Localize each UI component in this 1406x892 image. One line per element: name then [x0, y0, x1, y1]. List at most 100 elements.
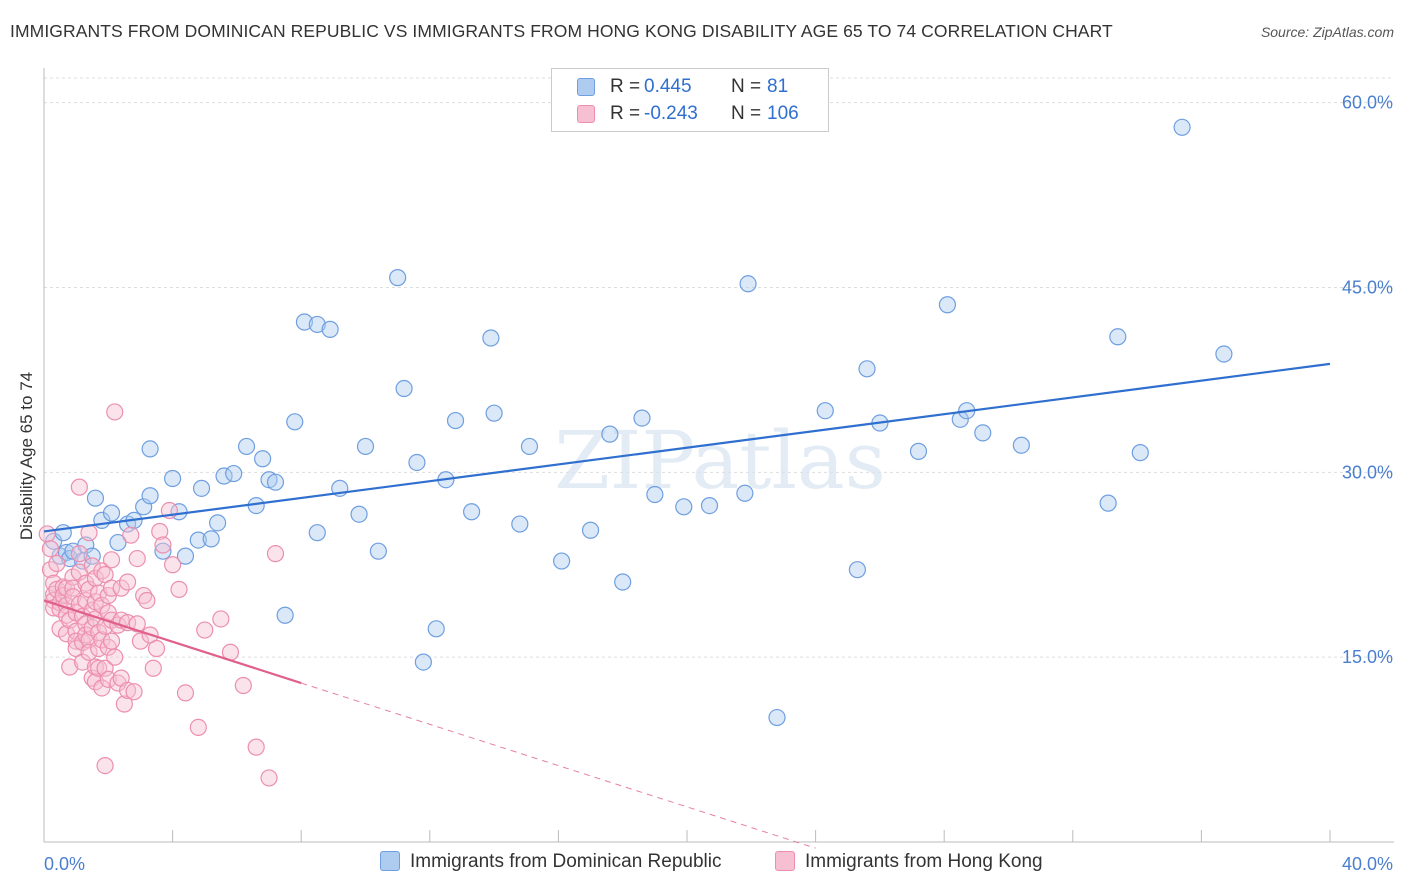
trend-lines: [43, 362, 1331, 849]
data-point: [389, 269, 407, 287]
data-point: [154, 542, 172, 560]
data-point: [266, 473, 285, 491]
data-point: [768, 708, 786, 727]
data-point: [511, 515, 529, 533]
data-point: [38, 525, 56, 543]
data-point: [369, 542, 387, 560]
y-tick-label: 45.0%: [1342, 277, 1393, 297]
trend-line: [43, 362, 1331, 533]
chart-title: IMMIGRANTS FROM DOMINICAN REPUBLIC VS IM…: [10, 21, 1113, 41]
data-point: [125, 683, 143, 701]
data-point: [581, 521, 600, 539]
data-point: [176, 684, 195, 702]
data-point: [138, 591, 156, 610]
data-point: [646, 485, 664, 504]
data-point: [86, 673, 105, 691]
bottom-legend-label-dominican: Immigrants from Dominican Republic: [410, 851, 722, 872]
data-point: [80, 643, 98, 661]
data-point: [446, 411, 465, 430]
data-point: [102, 632, 121, 650]
data-point: [118, 681, 137, 700]
data-point: [135, 586, 153, 605]
data-point: [196, 621, 214, 639]
data-point: [350, 505, 368, 523]
data-point: [41, 540, 60, 558]
series-hongkong-points: [38, 403, 285, 787]
data-point: [225, 464, 243, 483]
data-point: [83, 547, 101, 565]
data-point: [286, 413, 304, 431]
x-tick-label: 40.0%: [1342, 854, 1393, 874]
data-point: [170, 580, 188, 598]
legend-n-label: N =: [731, 103, 762, 124]
x-tick-label: 0.0%: [44, 854, 85, 874]
data-point: [189, 531, 207, 549]
data-point: [96, 756, 114, 775]
data-point: [61, 658, 79, 676]
data-point: [144, 659, 162, 677]
data-point: [633, 409, 651, 427]
data-point: [601, 425, 619, 443]
data-point: [308, 315, 326, 334]
data-point: [520, 437, 539, 456]
data-point: [122, 526, 140, 544]
data-point: [858, 360, 876, 378]
bottom-legend-hongkong: Immigrants from Hong Kong: [775, 851, 1043, 877]
data-point: [48, 554, 66, 573]
data-point: [395, 379, 413, 398]
y-tick-label: 60.0%: [1342, 93, 1393, 113]
data-point: [102, 551, 121, 569]
legend-row-hongkong: R = -0.243 N = 106: [552, 101, 828, 127]
tick-labels: 15.0% 30.0% 45.0% 60.0% 0.0% 40.0%: [44, 93, 1393, 874]
data-point: [96, 659, 114, 677]
data-point: [321, 320, 339, 338]
legend-n-value: 106: [767, 103, 799, 124]
legend-n-label: N =: [731, 76, 762, 97]
data-point: [485, 404, 503, 422]
data-point: [189, 718, 207, 737]
legend-swatch-dominican: [577, 78, 595, 96]
bottom-legend-swatch-dominican: [380, 851, 400, 871]
data-point: [90, 659, 108, 677]
data-point: [106, 648, 124, 666]
chart-source: Source: ZipAtlas.com: [1260, 24, 1394, 40]
data-point: [1131, 444, 1149, 462]
legend-r-value: 0.445: [644, 76, 692, 97]
data-point: [1099, 494, 1117, 512]
data-point: [192, 479, 211, 497]
data-point: [816, 402, 834, 420]
data-point: [614, 573, 632, 591]
trend-line-extension: [301, 682, 816, 849]
data-point: [247, 738, 265, 756]
y-tick-label: 15.0%: [1342, 647, 1393, 667]
data-point: [128, 549, 146, 568]
data-point: [147, 639, 166, 658]
axes: [43, 68, 1394, 843]
data-point: [308, 524, 326, 542]
legend-swatch-hongkong: [577, 105, 595, 123]
data-point: [909, 442, 928, 460]
data-point: [115, 695, 133, 713]
bottom-legend-swatch-hongkong: [775, 851, 795, 871]
data-point: [106, 403, 124, 421]
data-point: [260, 769, 278, 787]
data-point: [700, 496, 719, 515]
data-point: [736, 484, 754, 502]
data-point: [41, 561, 60, 579]
data-point: [1173, 118, 1191, 136]
data-point: [141, 487, 159, 505]
data-point: [109, 533, 127, 552]
trend-line: [43, 599, 302, 685]
data-point: [73, 653, 92, 671]
data-point: [356, 437, 375, 456]
legend: R = 0.445 N = 81 R = -0.243 N = 106: [551, 68, 829, 132]
data-point: [67, 632, 85, 650]
y-axis-label: Disability Age 65 to 74: [17, 372, 36, 540]
data-point: [70, 478, 88, 496]
data-point: [938, 296, 957, 314]
bottom-legend-label-hongkong: Immigrants from Hong Kong: [805, 851, 1043, 872]
data-point: [102, 504, 121, 522]
data-point: [70, 545, 88, 563]
data-point: [254, 450, 272, 468]
